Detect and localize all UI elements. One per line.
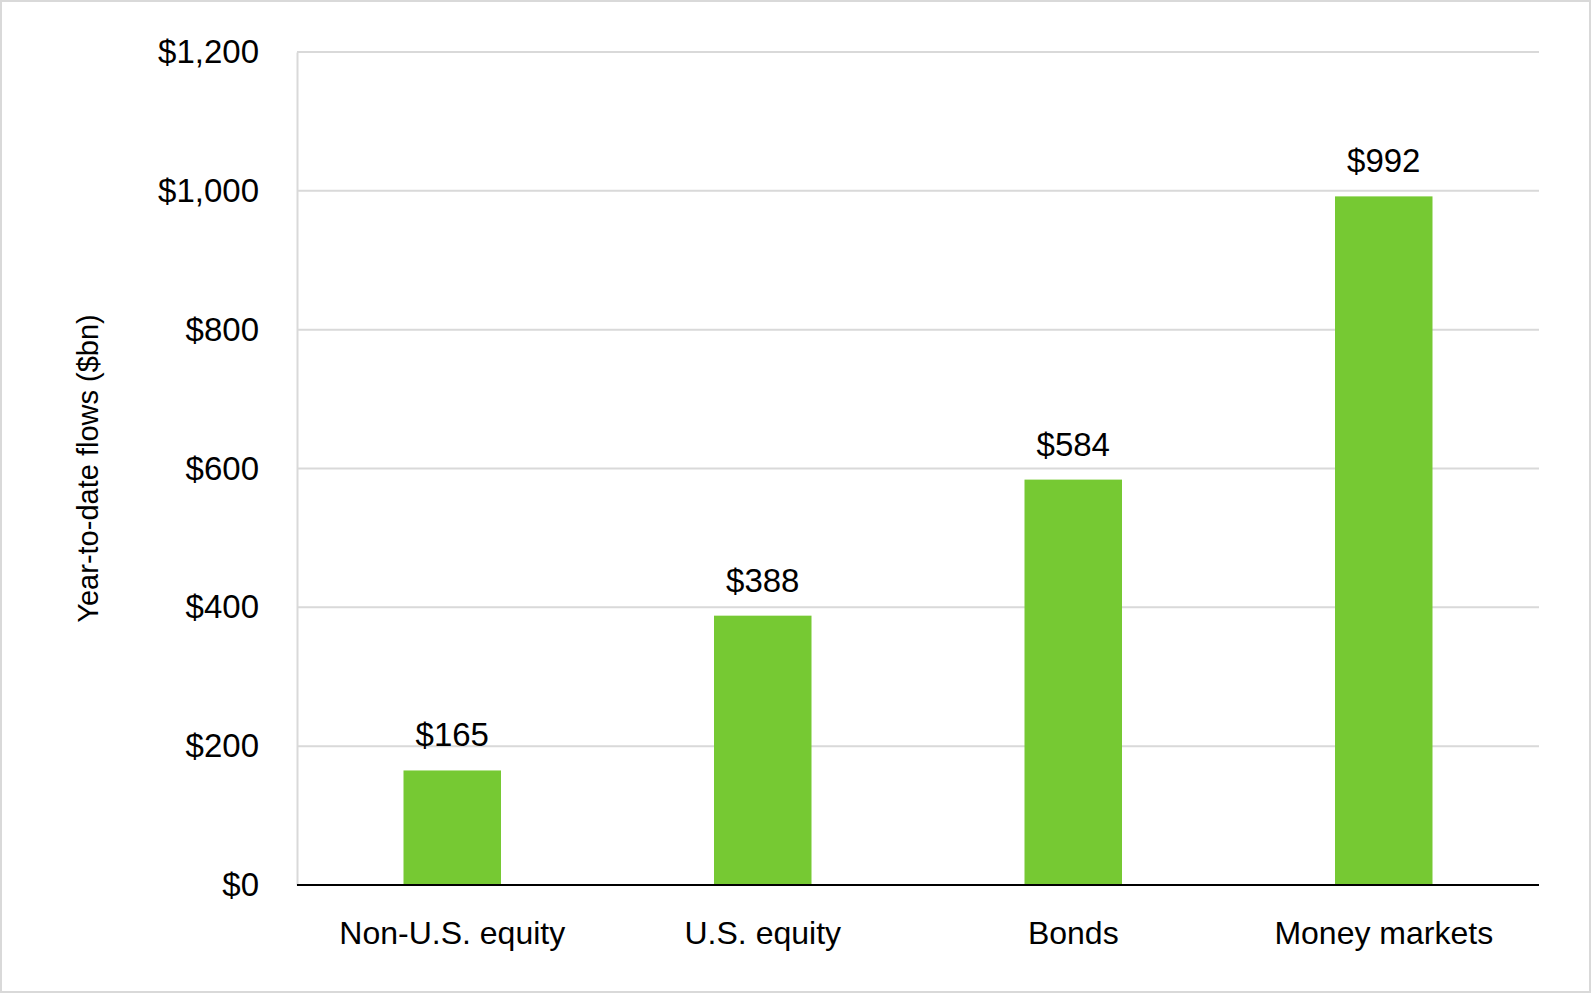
data-label: $388 bbox=[726, 562, 799, 599]
y-tick-label: $0 bbox=[222, 866, 259, 903]
data-labels: $165 $388 $584 $992 bbox=[416, 142, 1421, 753]
y-tick: $400 bbox=[186, 588, 297, 625]
grid bbox=[297, 52, 1539, 885]
bars bbox=[404, 196, 1433, 885]
y-tick: $0 bbox=[222, 866, 297, 903]
y-axis: $0 $200 $400 $600 $800 $1,000 $1,200 bbox=[158, 33, 297, 903]
y-tick-label: $600 bbox=[186, 450, 259, 487]
y-tick: $200 bbox=[186, 727, 297, 764]
plot: $0 $200 $400 $600 $800 $1,000 $1,200 Non-U.S. e… bbox=[158, 33, 1539, 951]
y-tick: $600 bbox=[186, 450, 297, 487]
x-tick-label: Bonds bbox=[1028, 915, 1119, 951]
x-tick: Money markets bbox=[1274, 885, 1493, 951]
x-tick-label: Money markets bbox=[1274, 915, 1493, 951]
grid-line bbox=[297, 190, 1539, 192]
bar bbox=[1335, 196, 1432, 885]
y-tick-label: $200 bbox=[186, 727, 259, 764]
y-axis-line bbox=[297, 53, 299, 886]
x-tick: U.S. equity bbox=[684, 885, 841, 951]
x-tick-label: U.S. equity bbox=[684, 915, 841, 951]
y-tick: $800 bbox=[186, 311, 297, 348]
bar bbox=[404, 770, 501, 885]
y-tick-label: $1,000 bbox=[158, 172, 259, 209]
x-tick-label: Non-U.S. equity bbox=[339, 915, 565, 951]
y-axis-title: Year-to-date flows ($bn) bbox=[72, 314, 104, 622]
grid-line bbox=[297, 51, 1539, 53]
x-tick: Non-U.S. equity bbox=[339, 885, 565, 951]
y-tick: $1,000 bbox=[158, 172, 297, 209]
data-label: $992 bbox=[1347, 142, 1420, 179]
x-tick: Bonds bbox=[1028, 885, 1119, 951]
y-tick: $1,200 bbox=[158, 33, 297, 70]
frame bbox=[1, 1, 1590, 992]
chart: $0 $200 $400 $600 $800 $1,000 $1,200 Non-U.S. e… bbox=[0, 0, 1591, 993]
y-tick-label: $1,200 bbox=[158, 33, 259, 70]
bar bbox=[1025, 480, 1122, 885]
y-tick-label: $800 bbox=[186, 311, 259, 348]
x-axis: Non-U.S. equity U.S. equity Bonds Money mar… bbox=[297, 885, 1539, 951]
data-label: $165 bbox=[416, 716, 489, 753]
bar bbox=[714, 616, 811, 885]
y-tick-label: $400 bbox=[186, 588, 259, 625]
data-label: $584 bbox=[1037, 426, 1110, 463]
grid-line bbox=[297, 884, 1539, 886]
x-axis-line bbox=[297, 884, 1539, 886]
